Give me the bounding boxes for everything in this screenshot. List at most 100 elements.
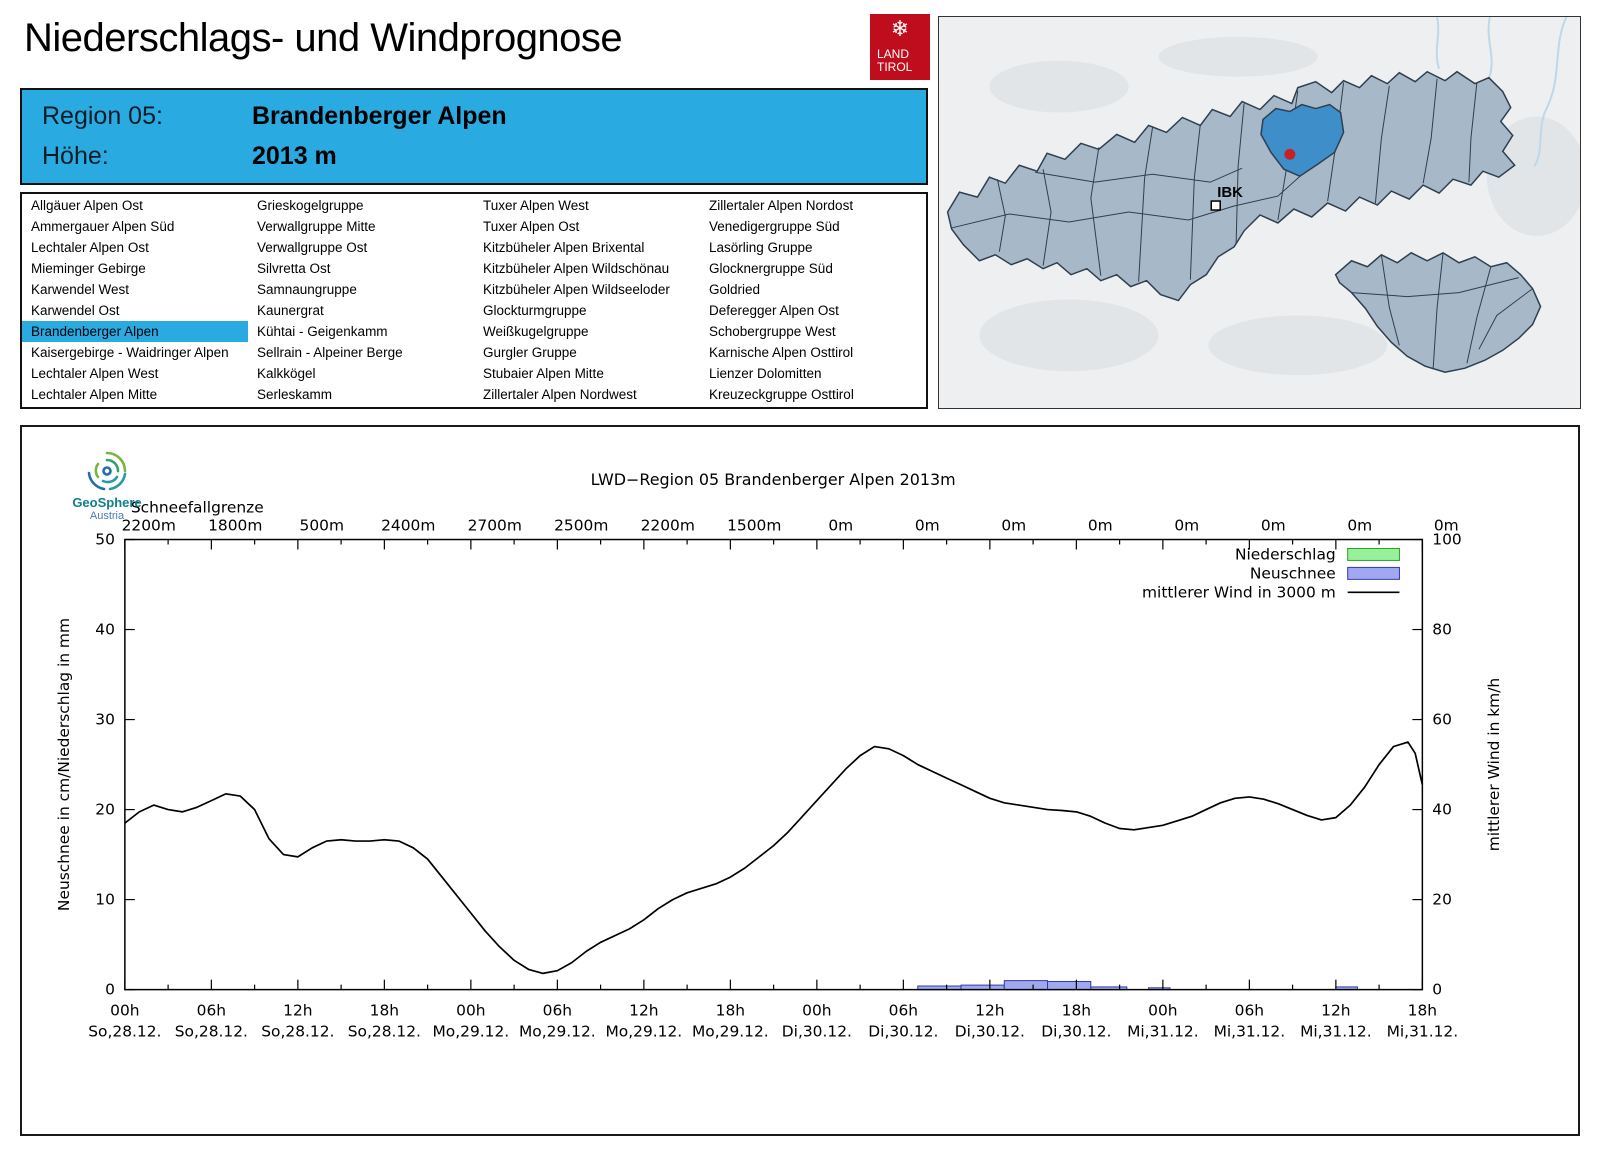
region-list-item[interactable]: Kitzbüheler Alpen Wildseeloder (483, 282, 670, 298)
logo-tirol-text: TIROL (877, 60, 913, 74)
neuschnee-bars (917, 980, 1358, 991)
svg-text:Mo,29.12.: Mo,29.12. (606, 1022, 683, 1040)
region-list-item[interactable]: Kalkkögel (257, 365, 316, 381)
svg-text:Mo,29.12.: Mo,29.12. (692, 1022, 769, 1040)
svg-text:2700m: 2700m (468, 517, 522, 535)
region-list-item[interactable]: Schobergruppe West (709, 323, 836, 339)
svg-text:Mo,29.12.: Mo,29.12. (433, 1022, 510, 1040)
tirol-map-svg: IBK (939, 17, 1580, 408)
region-list-item[interactable]: Deferegger Alpen Ost (709, 302, 839, 318)
svg-text:0: 0 (105, 981, 115, 999)
svg-text:Neuschnee: Neuschnee (1250, 564, 1336, 582)
geosphere-name: GeoSphere (72, 495, 142, 510)
geosphere-spiral-icon (87, 451, 127, 491)
svg-text:20: 20 (1432, 891, 1452, 909)
svg-text:Di,30.12.: Di,30.12. (782, 1022, 852, 1040)
region-list-item[interactable]: Verwallgruppe Mitte (257, 219, 376, 235)
svg-text:10: 10 (95, 891, 115, 909)
svg-text:100: 100 (1432, 531, 1461, 549)
region-number-label: Region 05: (42, 102, 163, 130)
region-list-item[interactable]: Brandenberger Alpen (22, 321, 248, 343)
region-list-item[interactable]: Karnische Alpen Osttirol (709, 344, 854, 360)
region-list-item[interactable]: Kreuzeckgruppe Osttirol (709, 386, 854, 402)
region-list-item[interactable]: Tuxer Alpen West (483, 198, 589, 214)
map-region-north-tirol[interactable] (946, 70, 1516, 302)
svg-text:1500m: 1500m (727, 517, 781, 535)
region-list-item[interactable]: Mieminger Gebirge (31, 261, 146, 277)
ibk-marker (1210, 200, 1221, 211)
svg-text:18h: 18h (370, 1002, 399, 1020)
svg-text:0m: 0m (1174, 517, 1199, 535)
geosphere-country: Austria (89, 510, 125, 522)
svg-text:2200m: 2200m (122, 517, 176, 535)
region-list-item[interactable]: Samnaungruppe (257, 282, 357, 298)
svg-text:00h: 00h (1148, 1002, 1177, 1020)
svg-text:18h: 18h (1408, 1002, 1437, 1020)
region-list-item[interactable]: Ammergauer Alpen Süd (31, 219, 175, 235)
svg-text:2500m: 2500m (554, 517, 608, 535)
region-list-item[interactable]: Stubaier Alpen Mitte (483, 365, 604, 381)
svg-text:Niederschlag: Niederschlag (1235, 545, 1336, 563)
svg-text:60: 60 (1432, 711, 1452, 729)
svg-text:06h: 06h (197, 1002, 226, 1020)
region-list-item[interactable]: Kaunergrat (257, 302, 324, 318)
logo-land-text: LAND (877, 47, 910, 61)
snowline-label: Schneefallgrenze (131, 499, 264, 517)
region-list-item[interactable]: Lechtaler Alpen Mitte (31, 386, 158, 402)
region-list-item[interactable]: Serleskamm (257, 386, 333, 402)
region-list-item[interactable]: Karwendel Ost (31, 302, 120, 318)
svg-text:12h: 12h (1321, 1002, 1350, 1020)
region-list-item[interactable]: Venedigergruppe Süd (709, 219, 840, 235)
svg-text:40: 40 (95, 621, 115, 639)
region-list-item[interactable]: Zillertaler Alpen Nordwest (483, 386, 637, 402)
region-list-item[interactable]: Kaisergebirge - Waidringer Alpen (31, 344, 229, 360)
region-list-item[interactable]: Tuxer Alpen Ost (483, 219, 580, 235)
svg-text:1800m: 1800m (208, 517, 262, 535)
region-list-item[interactable]: Sellrain - Alpeiner Berge (257, 344, 403, 360)
altitude-value: 2013 m (252, 142, 337, 170)
svg-text:80: 80 (1432, 621, 1452, 639)
region-list: Allgäuer Alpen Ost Ammergauer Alpen Süd Le… (20, 192, 928, 409)
region-list-item[interactable]: Glocknergruppe Süd (709, 261, 833, 277)
region-list-item[interactable]: Glockturmgruppe (483, 302, 587, 318)
region-list-item[interactable]: Kühtai - Geigenkamm (257, 323, 388, 339)
region-list-item[interactable]: Allgäuer Alpen Ost (31, 198, 143, 214)
svg-text:0m: 0m (1088, 517, 1113, 535)
region-list-item[interactable]: Kitzbüheler Alpen Brixental (483, 240, 645, 256)
svg-text:0m: 0m (1347, 517, 1372, 535)
svg-text:12h: 12h (283, 1002, 312, 1020)
svg-text:So,28.12.: So,28.12. (88, 1022, 161, 1040)
region-list-item[interactable]: Lienzer Dolomitten (709, 365, 822, 381)
region-list-item[interactable]: Silvretta Ost (257, 261, 331, 277)
svg-text:Mi,31.12.: Mi,31.12. (1387, 1022, 1459, 1040)
region-list-item[interactable]: Karwendel West (31, 282, 130, 298)
map-region-selected[interactable] (1260, 103, 1345, 178)
altitude-label: Höhe: (42, 142, 109, 170)
ibk-label: IBK (1217, 184, 1243, 201)
region-list-item[interactable]: Weißkugelgruppe (483, 323, 589, 339)
svg-text:50: 50 (95, 531, 115, 549)
svg-text:Di,30.12.: Di,30.12. (955, 1022, 1025, 1040)
svg-text:Mi,31.12.: Mi,31.12. (1214, 1022, 1286, 1040)
map-region-east-tirol[interactable] (1334, 251, 1542, 373)
region-list-item[interactable]: Zillertaler Alpen Nordost (709, 198, 854, 214)
plot-frame (124, 538, 1424, 991)
snowline-values: 2200m 1800m 500m 2400m 2700m 2500m 2200m 1500m 0… (122, 517, 1459, 535)
region-list-item[interactable]: Gurgler Gruppe (483, 344, 577, 360)
region-list-item[interactable]: Grieskogelgruppe (257, 198, 364, 214)
svg-text:So,28.12.: So,28.12. (261, 1022, 334, 1040)
svg-text:0: 0 (1432, 981, 1442, 999)
region-list-item[interactable]: Verwallgruppe Ost (257, 240, 368, 256)
svg-text:So,28.12.: So,28.12. (348, 1022, 421, 1040)
region-list-item[interactable]: Lasörling Gruppe (709, 240, 813, 256)
forecast-panel: LWD−Region 05 Brandenberger Alpen 2013m S… (20, 425, 1580, 1136)
svg-text:12h: 12h (975, 1002, 1004, 1020)
region-list-item[interactable]: Lechtaler Alpen Ost (31, 240, 149, 256)
ylabel-right: mittlerer Wind in km/h (1485, 678, 1503, 851)
svg-text:2400m: 2400m (381, 517, 435, 535)
region-list-item[interactable]: Lechtaler Alpen West (31, 365, 159, 381)
region-list-item[interactable]: Goldried (709, 282, 761, 298)
region-list-item[interactable]: Kitzbüheler Alpen Wildschönau (483, 261, 670, 277)
